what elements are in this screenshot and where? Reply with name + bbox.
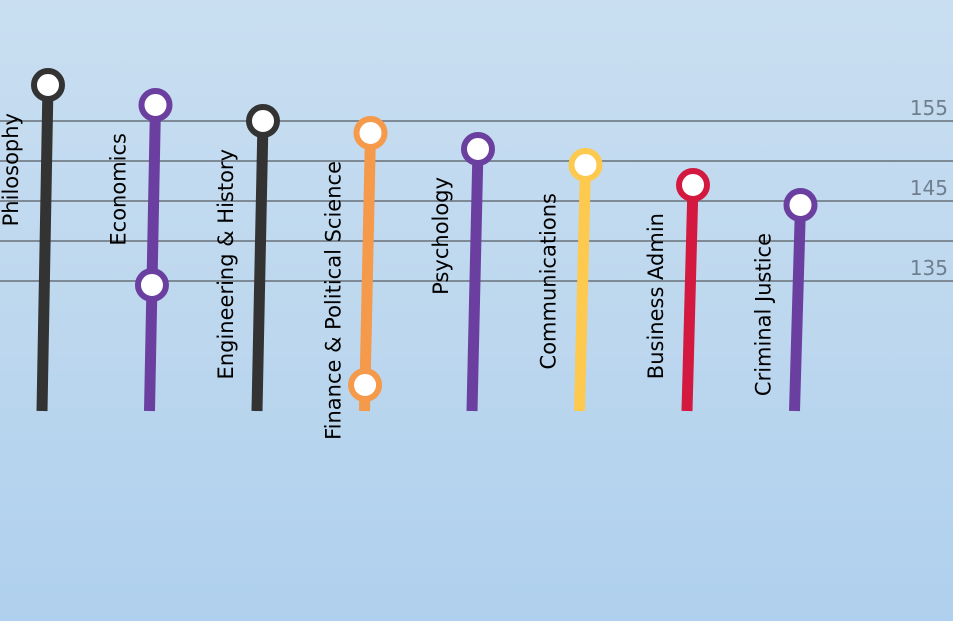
series-finance-political-science xyxy=(348,116,388,412)
series-line-philosophy xyxy=(36,84,54,412)
y-tick-labels: 135 145 155 xyxy=(910,96,948,280)
series-criminal-justice xyxy=(783,188,818,412)
series-philosophy xyxy=(31,68,65,412)
category-label-communications: Communications xyxy=(537,193,561,369)
marker-criminal-justice-high xyxy=(783,188,818,222)
series-lines xyxy=(31,68,818,412)
series-line-economics xyxy=(144,104,161,412)
marker-engineering-history-high xyxy=(246,104,280,138)
series-line-psychology xyxy=(466,148,484,412)
category-label-economics: Economics xyxy=(107,133,131,246)
marker-communications-high xyxy=(568,148,603,182)
marker-business-admin-high xyxy=(676,168,710,202)
series-line-criminal-justice xyxy=(789,204,806,412)
series-economics xyxy=(134,88,173,412)
category-label-finance-political-science: Finance & Political Science xyxy=(322,161,346,440)
series-line-communications xyxy=(574,164,591,412)
marker-finance-political-science-high xyxy=(353,116,388,150)
series-psychology xyxy=(461,132,495,412)
y-tick-label: 145 xyxy=(910,176,948,200)
marker-psychology-high xyxy=(461,132,495,166)
category-labels: Philosophy Economics Engineering & History… xyxy=(0,113,776,440)
category-label-criminal-justice: Criminal Justice xyxy=(752,233,776,396)
y-tick-label: 135 xyxy=(910,256,948,280)
series-communications xyxy=(568,148,603,412)
marker-philosophy-high xyxy=(31,68,65,102)
category-label-psychology: Psychology xyxy=(429,177,453,295)
category-label-business-admin: Business Admin xyxy=(644,213,668,379)
marker-finance-political-science-low xyxy=(348,368,383,402)
marker-economics-low xyxy=(134,268,169,302)
category-label-philosophy: Philosophy xyxy=(0,113,23,226)
y-tick-label: 155 xyxy=(910,96,948,120)
category-label-engineering-history: Engineering & History xyxy=(214,149,238,379)
series-line-business-admin xyxy=(681,184,699,412)
series-line-finance-political-science xyxy=(359,132,376,412)
marker-economics-high xyxy=(138,88,173,122)
series-line-engineering-history xyxy=(251,120,269,412)
series-business-admin xyxy=(676,168,710,412)
series-engineering-history xyxy=(246,104,280,412)
